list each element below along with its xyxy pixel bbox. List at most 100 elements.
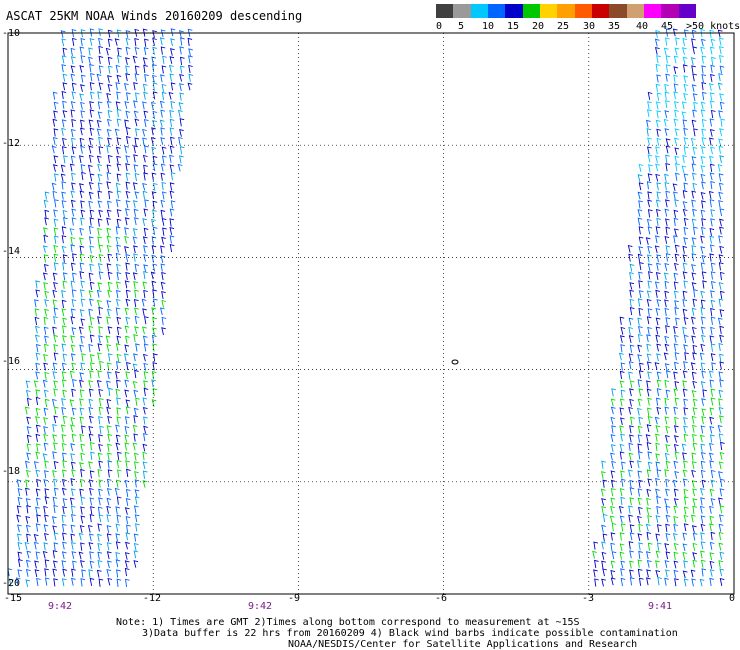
wind-barb: [79, 227, 85, 236]
wind-barb: [134, 217, 139, 226]
wind-barb: [691, 415, 697, 424]
wind-barb: [681, 165, 687, 174]
wind-barb: [701, 181, 706, 190]
wind-barb: [657, 576, 663, 586]
wind-barb: [709, 460, 715, 469]
wind-barb: [142, 480, 148, 488]
wind-barb: [98, 37, 103, 46]
wind-barb: [682, 308, 688, 317]
wind-barb: [691, 525, 697, 533]
wind-barb: [115, 434, 121, 443]
wind-barb: [142, 406, 148, 415]
wind-barb: [135, 523, 140, 532]
wind-barb: [152, 343, 158, 352]
wind-barb: [35, 469, 41, 478]
wind-barb: [26, 452, 32, 461]
wind-barb: [142, 353, 148, 362]
wind-barb: [691, 272, 697, 281]
wind-barb: [79, 237, 84, 246]
wind-barb: [116, 289, 121, 299]
wind-barb: [673, 488, 679, 497]
wind-barb: [601, 460, 606, 469]
wind-barb: [629, 380, 635, 389]
wind-barb: [656, 254, 662, 263]
wind-barb: [628, 317, 634, 326]
wind-barb: [629, 479, 635, 488]
wind-barb: [125, 181, 131, 190]
wind-barb: [151, 218, 156, 227]
wind-barb: [637, 443, 643, 452]
wind-barb: [710, 397, 716, 406]
wind-barb: [53, 487, 59, 496]
wind-barb: [114, 487, 120, 496]
wind-barb: [117, 47, 122, 56]
wind-barb: [35, 488, 41, 497]
wind-barb: [602, 568, 608, 577]
wind-barb: [692, 352, 697, 361]
wind-barb: [124, 307, 130, 316]
wind-barb: [35, 451, 41, 460]
wind-barb: [61, 371, 67, 380]
wind-barb: [620, 389, 626, 398]
wind-barb: [620, 326, 626, 335]
wind-barb: [674, 425, 679, 433]
wind-barb: [81, 171, 86, 181]
wind-barb: [655, 235, 660, 244]
wind-barb: [187, 82, 193, 91]
wind-barb: [674, 470, 680, 479]
wind-barb: [69, 228, 75, 236]
wind-barb: [647, 415, 653, 424]
wind-barb: [638, 246, 644, 254]
wind-barb: [70, 199, 76, 208]
wind-barb: [610, 569, 616, 578]
wind-barb: [88, 542, 94, 550]
wind-barb: [89, 442, 95, 451]
wind-barb: [25, 568, 31, 577]
wind-barb: [106, 380, 111, 389]
wind-barb: [691, 190, 697, 199]
wind-barb: [637, 334, 643, 343]
wind-barb: [115, 252, 121, 262]
wind-barb: [26, 550, 32, 559]
wind-barb: [646, 361, 652, 370]
wind-barb: [655, 289, 661, 298]
wind-barb: [601, 541, 606, 550]
wind-barb: [97, 218, 103, 227]
wind-barb: [61, 200, 67, 209]
wind-barb: [79, 65, 85, 73]
wind-barb: [133, 560, 139, 568]
x-tick-minus15: -15: [4, 593, 23, 604]
wind-barb: [718, 191, 724, 200]
wind-barb: [611, 388, 616, 397]
wind-barb: [682, 370, 688, 379]
wind-barb: [134, 505, 139, 514]
wind-barb: [656, 299, 662, 307]
legend-label-45: 45: [661, 21, 674, 32]
wind-barb: [709, 46, 715, 55]
colorbar-swatch-11: [626, 4, 644, 18]
wind-barb: [691, 253, 697, 262]
wind-barb: [34, 334, 40, 343]
wind-barb: [160, 46, 166, 55]
wind-barb: [664, 406, 670, 415]
wind-barb: [98, 82, 104, 91]
wind-barb: [160, 199, 166, 208]
wind-barb: [124, 578, 130, 587]
wind-barb: [61, 406, 67, 416]
wind-barb: [71, 513, 76, 523]
wind-barb: [638, 506, 643, 515]
wind-barb: [629, 289, 635, 298]
wind-barb: [62, 478, 67, 487]
wind-barb: [88, 308, 94, 317]
wind-barb: [690, 57, 696, 66]
wind-barb: [629, 388, 634, 397]
wind-barb: [710, 316, 716, 325]
wind-barb: [153, 353, 158, 362]
wind-barb: [719, 128, 724, 136]
wind-barb: [683, 425, 688, 434]
wind-barb: [691, 326, 697, 335]
wind-barb: [51, 182, 57, 191]
wind-barb: [718, 37, 724, 46]
wind-barb: [646, 380, 651, 389]
wind-barb: [709, 29, 715, 38]
